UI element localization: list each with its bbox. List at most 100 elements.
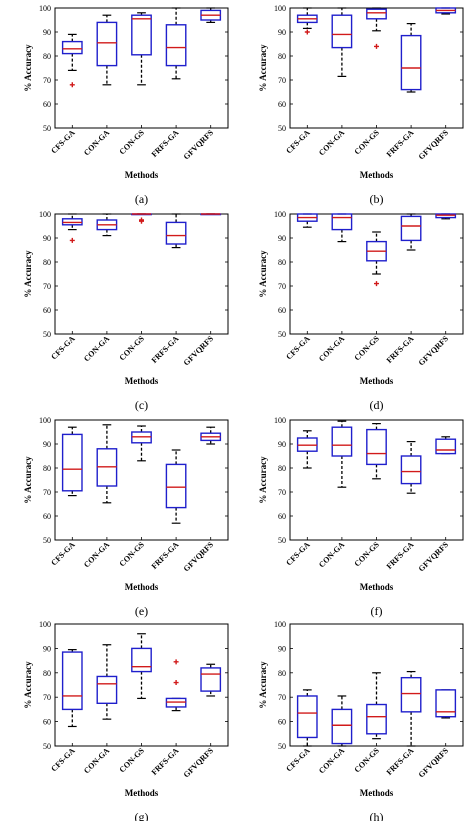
y-tick-label: 60 — [278, 718, 286, 727]
outlier-marker — [139, 218, 144, 224]
box-5 — [200, 426, 222, 445]
category-label: CFS-GA — [284, 540, 312, 568]
category-label: CON-GA — [317, 540, 346, 569]
box-1 — [296, 213, 318, 228]
category-label: CON-GA — [317, 746, 346, 775]
box-iqr — [400, 34, 422, 91]
box-iqr — [331, 14, 353, 49]
box-iqr — [400, 676, 422, 713]
plot-frame — [54, 213, 229, 335]
category-label: CON-GA — [82, 746, 111, 775]
box-5 — [200, 663, 222, 697]
y-tick-label: 50 — [43, 536, 51, 545]
panel-label: (d) — [370, 398, 384, 412]
box-1 — [61, 33, 83, 88]
box-iqr — [331, 426, 353, 457]
y-tick-label: 60 — [43, 100, 51, 109]
panel-label: (f) — [371, 604, 383, 618]
y-tick-label: 60 — [278, 100, 286, 109]
y-tick-label: 70 — [43, 282, 51, 291]
y-tick-label: 60 — [43, 306, 51, 315]
box-2 — [96, 213, 118, 237]
chart-panel-6: 50 60 70 80 90 100 % Accuracy CFS-GA CON-GA CON-G… — [258, 416, 464, 618]
category-label: CON-GS — [353, 746, 382, 775]
category-label: GFVQRFS — [417, 334, 451, 368]
box-4 — [400, 213, 422, 251]
category-label: FRFS-GA — [385, 540, 416, 571]
x-axis-title: Methods — [360, 582, 394, 592]
category-label: CON-GS — [353, 128, 382, 157]
box-2 — [331, 695, 353, 747]
box-5 — [435, 7, 457, 15]
category-label: CON-GA — [82, 128, 111, 157]
box-iqr — [61, 433, 83, 492]
y-tick-label: 70 — [278, 693, 286, 702]
box-2 — [331, 420, 353, 488]
box-iqr — [165, 221, 187, 245]
y-tick-label: 100 — [274, 620, 286, 629]
x-axis-title: Methods — [360, 376, 394, 386]
plot-frame — [54, 7, 229, 129]
panel-label: (c) — [135, 398, 148, 412]
y-tick-label: 60 — [43, 512, 51, 521]
box-1 — [296, 7, 318, 35]
box-iqr — [200, 667, 222, 692]
outlier-marker — [173, 680, 179, 686]
plot-frame — [54, 419, 229, 541]
outlier-marker — [374, 43, 379, 49]
box-iqr — [366, 428, 387, 466]
box-1 — [296, 689, 318, 747]
y-axis-title: % Accuracy — [258, 250, 268, 298]
box-1 — [61, 213, 83, 243]
box-iqr — [96, 21, 118, 67]
y-axis-title: % Accuracy — [23, 44, 33, 92]
y-tick-label: 90 — [43, 234, 51, 243]
category-label: CFS-GA — [49, 128, 77, 156]
category-label: CFS-GA — [49, 334, 77, 362]
chart-panel-1: 50 60 70 80 90 100 % Accuracy CFS-GA CON-GA CON-G… — [23, 4, 229, 206]
y-tick-label: 80 — [43, 464, 51, 473]
category-label: GFVQRFS — [417, 746, 451, 780]
category-label: CON-GS — [118, 334, 147, 363]
outlier-marker — [173, 659, 179, 665]
category-label: FRFS-GA — [150, 128, 181, 159]
y-tick-label: 90 — [43, 644, 51, 653]
y-tick-label: 100 — [274, 210, 286, 219]
outlier-marker — [69, 237, 75, 243]
box-3 — [131, 425, 152, 462]
box-2 — [96, 14, 118, 86]
box-iqr — [400, 455, 422, 485]
box-iqr — [296, 695, 318, 739]
category-label: GFVQRFS — [417, 540, 451, 574]
y-tick-label: 80 — [278, 258, 286, 267]
box-iqr — [61, 651, 83, 711]
box-3 — [366, 672, 387, 740]
chart-panel-3: 50 60 70 80 90 100 % Accuracy CFS-GA CON-GA CON-G… — [23, 210, 229, 412]
box-5 — [435, 689, 457, 719]
y-tick-label: 100 — [274, 4, 286, 13]
x-axis-title: Methods — [360, 788, 394, 798]
panel-label: (b) — [370, 192, 384, 206]
chart-panel-8: 50 60 70 80 90 100 % Accuracy CFS-GA CON-GA CON-G… — [258, 620, 464, 821]
y-tick-label: 80 — [43, 258, 51, 267]
box-iqr — [435, 438, 457, 455]
category-label: CFS-GA — [284, 128, 312, 156]
y-tick-label: 90 — [278, 234, 286, 243]
category-label: GFVQRFS — [182, 540, 216, 574]
y-axis-title: % Accuracy — [258, 44, 268, 92]
category-label: GFVQRFS — [182, 128, 216, 162]
category-label: FRFS-GA — [150, 746, 181, 777]
category-label: FRFS-GA — [385, 128, 416, 159]
category-label: CON-GA — [82, 334, 111, 363]
box-2 — [96, 644, 118, 720]
y-tick-label: 50 — [43, 742, 51, 751]
y-tick-label: 60 — [278, 306, 286, 315]
y-tick-label: 70 — [43, 693, 51, 702]
box-3 — [366, 7, 387, 49]
box-4 — [400, 441, 422, 494]
category-label: CON-GS — [353, 334, 382, 363]
box-iqr — [165, 463, 187, 509]
y-tick-label: 50 — [278, 330, 286, 339]
box-4 — [165, 659, 187, 712]
y-tick-label: 70 — [43, 488, 51, 497]
